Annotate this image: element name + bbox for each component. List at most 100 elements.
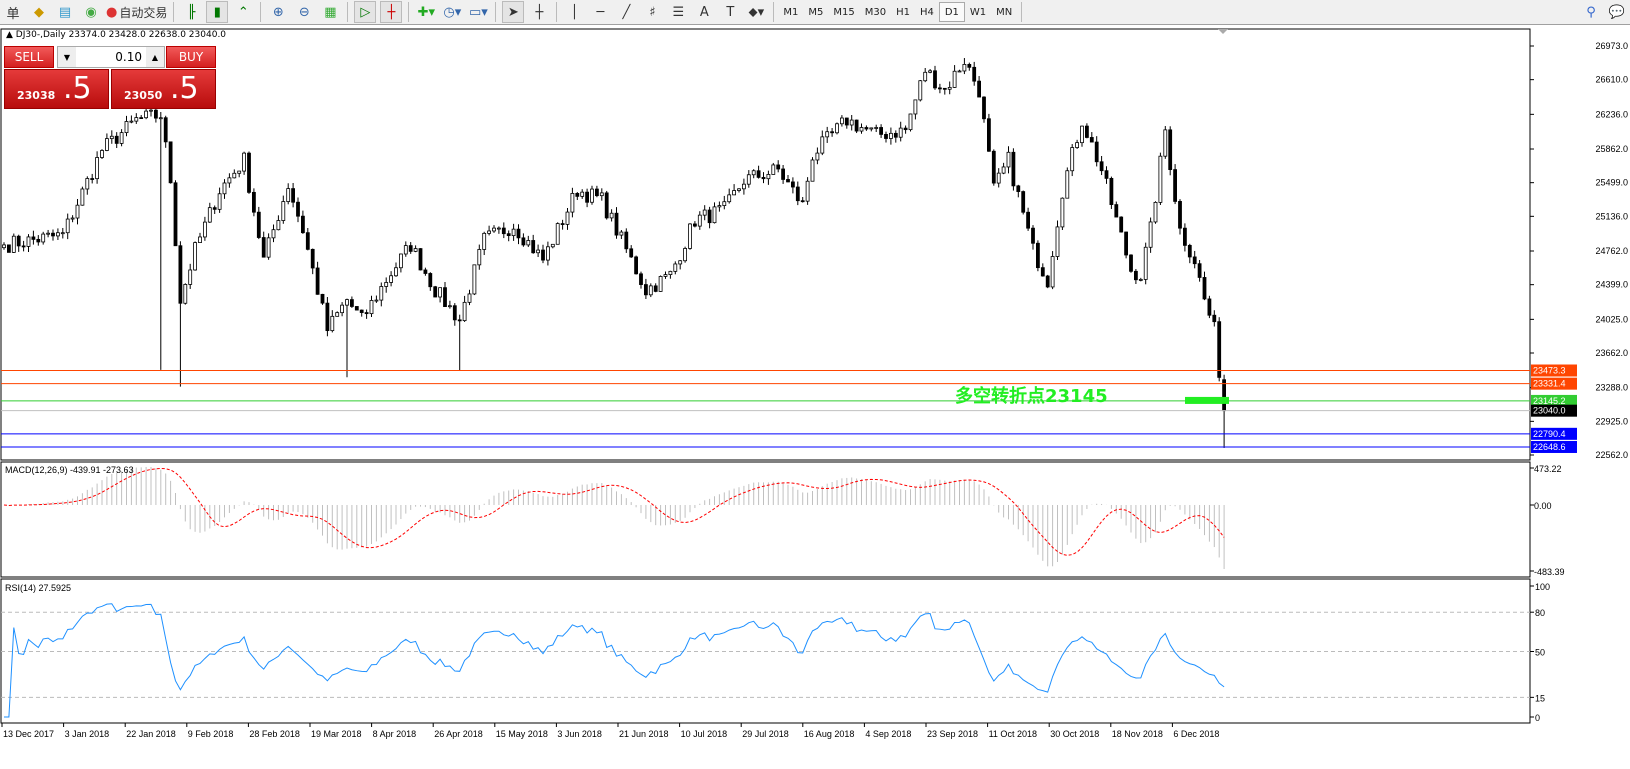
candle <box>330 315 335 332</box>
candle <box>555 223 560 245</box>
candle <box>36 238 41 243</box>
candle <box>849 119 854 126</box>
buy-price[interactable]: 23050 .5 <box>111 69 216 109</box>
level-tag <box>1531 377 1577 390</box>
candle <box>634 256 638 275</box>
candle <box>957 70 962 73</box>
time-axis-label: 28 Feb 2018 <box>249 729 300 739</box>
candle <box>26 236 31 247</box>
candle <box>1001 166 1006 174</box>
candle <box>830 131 834 134</box>
fibo-levels-icon[interactable]: ☰ <box>672 4 685 20</box>
sell-button[interactable]: SELL <box>4 46 54 68</box>
time-axis-label: 6 Dec 2018 <box>1173 729 1219 739</box>
timeframe-m5[interactable]: M5 <box>808 6 824 18</box>
cursor-icon[interactable]: ➤ <box>502 1 525 23</box>
bar-chart-icon[interactable]: ╟ <box>187 4 196 20</box>
candle <box>129 120 134 123</box>
lot-increase-icon[interactable]: ▲ <box>146 47 164 67</box>
tile-windows-icon[interactable]: ▦ <box>324 4 337 20</box>
candle <box>173 182 178 247</box>
candle <box>1094 141 1099 163</box>
separator <box>495 2 497 22</box>
candle <box>712 206 717 224</box>
candle <box>286 188 291 202</box>
line-chart-icon[interactable]: ⌃ <box>237 4 249 20</box>
level-label: 23145.2 <box>1533 396 1566 406</box>
candle <box>212 207 217 210</box>
time-axis-label: 29 Jul 2018 <box>742 729 789 739</box>
candle <box>281 201 286 221</box>
chart-shift-icon[interactable]: ┼ <box>380 1 403 23</box>
candle <box>496 227 501 230</box>
candle <box>546 246 550 261</box>
open-orders-icon[interactable]: ◆ <box>34 4 44 20</box>
candlestick-icon[interactable]: ▮ <box>206 1 229 23</box>
trendline-icon[interactable]: ╱ <box>622 4 631 20</box>
sell-price[interactable]: 23038 .5 <box>4 69 109 109</box>
zoom-in-icon[interactable]: ⊕ <box>272 4 284 20</box>
arrows-icon[interactable]: ⬥▾ <box>748 4 765 20</box>
candle <box>1197 263 1202 278</box>
search-icon[interactable]: ⚲ <box>1586 4 1596 20</box>
candle <box>2 244 6 249</box>
candle <box>1021 191 1026 213</box>
timeframe-d1[interactable]: D1 <box>938 2 965 22</box>
candle <box>1080 125 1084 144</box>
candle <box>276 220 281 231</box>
candle <box>942 87 947 90</box>
vertical-line-icon[interactable]: │ <box>570 4 579 20</box>
lot-size-stepper[interactable]: ▼ 0.10 ▲ <box>57 46 165 68</box>
autoscroll-icon[interactable]: ▷ <box>354 1 377 23</box>
candle <box>1158 155 1163 203</box>
candle <box>325 302 330 332</box>
auto-trade-button[interactable]: ● 自动交易 <box>106 1 167 23</box>
timeframe-h1[interactable]: H1 <box>896 6 910 18</box>
indicators-icon[interactable]: ✚▾ <box>417 4 436 20</box>
chat-icon[interactable]: 💬 <box>1608 4 1626 20</box>
buy-button[interactable]: BUY <box>166 46 216 68</box>
candle <box>697 214 702 227</box>
candle <box>1011 151 1016 187</box>
lot-decrease-icon[interactable]: ▼ <box>58 47 76 67</box>
crosshair-icon[interactable]: ┼ <box>535 4 544 20</box>
candle <box>202 221 207 238</box>
lot-input[interactable]: 0.10 <box>115 50 142 64</box>
candle <box>163 117 168 143</box>
timeframe-m30[interactable]: M30 <box>864 6 887 18</box>
time-axis-label: 26 Apr 2018 <box>434 729 483 739</box>
timeframe-m1[interactable]: M1 <box>783 6 799 18</box>
candle <box>575 193 580 197</box>
rsi-label: RSI(14) 27.5925 <box>5 583 71 593</box>
candle <box>923 71 928 82</box>
fibonacci-icon[interactable]: ♯ <box>649 4 656 20</box>
candle <box>345 299 349 306</box>
price-axis-label: 22562.0 <box>1595 450 1628 460</box>
text-icon[interactable]: A <box>699 4 709 20</box>
candle <box>609 212 614 219</box>
timeframe-m15[interactable]: M15 <box>833 6 855 18</box>
signals-icon[interactable]: ◉ <box>85 4 97 20</box>
menu-label-cut[interactable]: 单 <box>6 6 20 22</box>
timeframe-h4[interactable]: H4 <box>919 6 934 18</box>
periods-icon[interactable]: ◷▾ <box>443 4 462 20</box>
candle <box>70 217 75 220</box>
sell-price-main: 23038 <box>17 89 56 102</box>
timeframe-w1[interactable]: W1 <box>969 6 987 18</box>
time-axis-label: 11 Oct 2018 <box>989 729 1037 739</box>
timeframe-mn[interactable]: MN <box>996 6 1013 18</box>
horizontal-line-icon[interactable]: ─ <box>596 4 605 20</box>
zoom-out-icon[interactable]: ⊖ <box>298 4 310 20</box>
text-label-icon[interactable]: T <box>726 4 735 20</box>
templates-icon[interactable]: ▭▾ <box>468 4 488 20</box>
time-axis-label: 30 Oct 2018 <box>1050 729 1099 739</box>
separator <box>347 2 349 22</box>
candle <box>266 237 271 258</box>
candle <box>707 209 712 224</box>
candle <box>16 235 21 247</box>
navigator-icon[interactable]: ▤ <box>58 4 72 20</box>
time-axis-label: 16 Aug 2018 <box>804 729 855 739</box>
candle <box>256 211 261 238</box>
candle <box>541 249 545 261</box>
